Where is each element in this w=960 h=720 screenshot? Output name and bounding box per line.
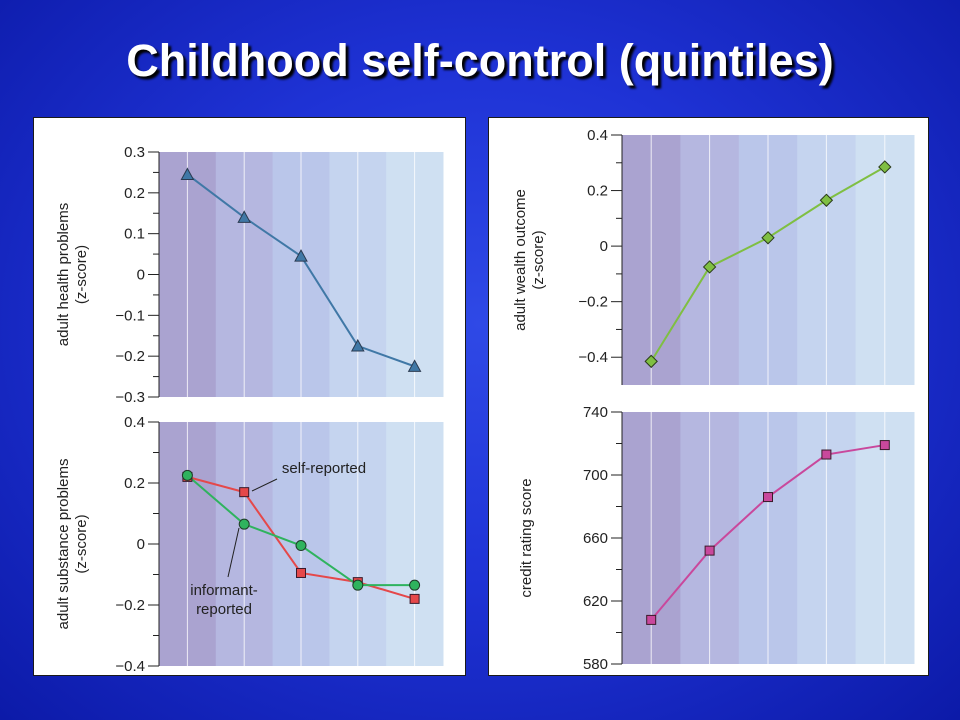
- substance-ytick-label-5: −0.4: [115, 658, 145, 675]
- chart-credit: 740 700 660 620 580 credit rating score: [518, 404, 915, 673]
- right-charts-svg: 0.4 0.2 0 −0.2 −0.4 adult wealth outcome (z-sc…: [512, 127, 915, 673]
- health-ytick-label-4: 0: [137, 267, 145, 284]
- credit-ytick-label-1: 740: [583, 404, 608, 421]
- chart-wealth: 0.4 0.2 0 −0.2 −0.4 adult wealth outcome (z-sc…: [512, 127, 915, 385]
- credit-credit-point-2: [704, 545, 715, 556]
- health-health-point-2: [237, 210, 252, 223]
- substance-ylabel-line-1: adult substance problems: [55, 459, 72, 630]
- credit-credit-point-4: [821, 449, 832, 460]
- substance-ytick-label-4: −0.2: [115, 597, 145, 614]
- health-ytick-label-3: 0.1: [124, 226, 145, 243]
- health-ytick-label-6: −0.2: [115, 348, 145, 365]
- health-ytick-label-7: −0.3: [115, 389, 145, 406]
- left-figure-panel: 0.3 0.2 0.1 0 −0.1 −0.2 −0.3 adult health probl…: [33, 117, 466, 676]
- wealth-ytick-label-4: −0.2: [578, 294, 608, 311]
- credit-credit-point-1: [646, 614, 657, 625]
- credit-credit-point-5: [879, 440, 890, 451]
- health-health-point-3: [294, 249, 308, 262]
- substance-informant_reported-point-1: [181, 469, 193, 481]
- health-ylabel-line-2: (z-score): [73, 245, 90, 304]
- health-ytick-label-5: −0.1: [115, 307, 145, 324]
- wealth-wealth-point-5: [878, 160, 892, 174]
- substance-self_reported-point-5: [409, 593, 420, 604]
- chart-substance: 0.4 0.2 0 −0.2 −0.4 adult substance problems(…: [55, 414, 444, 675]
- wealth-wealth-point-2: [702, 260, 717, 274]
- substance-informant_reported-point-4: [352, 579, 364, 591]
- substance-ytick-label-2: 0.2: [124, 475, 145, 492]
- health-health-point-5: [407, 359, 422, 372]
- health-ylabel-line-1: adult health problems: [55, 203, 72, 346]
- credit-ytick-label-4: 620: [583, 593, 608, 610]
- health-health-point-4: [350, 338, 365, 352]
- credit-ytick-label-2: 700: [583, 467, 608, 484]
- health-ytick-label-1: 0.3: [124, 144, 145, 161]
- substance-ylabel-line-2: (z-score): [73, 514, 90, 573]
- substance-ytick-label-3: 0: [137, 536, 145, 553]
- credit-ytick-label-3: 660: [583, 530, 608, 547]
- health-ytick-label-2: 0.2: [124, 185, 145, 202]
- wealth-ytick-label-3: 0: [600, 238, 608, 255]
- right-figure-panel: 0.4 0.2 0 −0.2 −0.4 adult wealth outcome (z-sc…: [488, 117, 929, 676]
- credit-ytick-label-5: 580: [583, 656, 608, 673]
- substance-informant_reported-point-2: [238, 518, 250, 530]
- wealth-ytick-label-2: 0.2: [587, 183, 608, 200]
- wealth-ylabel-line-1: adult wealth outcome: [512, 189, 529, 331]
- wealth-wealth-point-3: [761, 231, 775, 245]
- substance-annotation-2-line-2: reported: [196, 601, 252, 618]
- substance-self_reported-point-2: [239, 487, 250, 498]
- substance-annotation-2-leader: [227, 527, 240, 578]
- wealth-ylabel-line-2: (z-score): [530, 230, 547, 289]
- substance-informant_reported-point-5: [409, 579, 421, 591]
- credit-credit-point-3: [763, 492, 773, 503]
- substance-self_reported-point-3: [296, 567, 306, 578]
- wealth-ytick-label-5: −0.4: [578, 349, 608, 366]
- wealth-ytick-label-1: 0.4: [587, 127, 608, 144]
- substance-annotation-2-line-1: informant-: [190, 582, 258, 599]
- substance-annotation-1-line-1: self-reported: [282, 460, 366, 477]
- chart-health: 0.3 0.2 0.1 0 −0.1 −0.2 −0.3 adult health probl…: [55, 144, 444, 406]
- wealth-wealth-point-4: [819, 193, 834, 207]
- credit-ylabel-line-1: credit rating score: [518, 478, 535, 597]
- left-charts-svg: 0.3 0.2 0.1 0 −0.1 −0.2 −0.3 adult health probl…: [55, 144, 444, 675]
- substance-informant_reported-point-3: [295, 540, 307, 552]
- slide-title: Childhood self-control (quintiles): [126, 35, 834, 86]
- wealth-wealth-point-1: [644, 354, 658, 369]
- health-health-point-1: [180, 167, 195, 180]
- substance-ytick-label-1: 0.4: [124, 414, 145, 431]
- substance-annotation-1-leader: [251, 478, 278, 492]
